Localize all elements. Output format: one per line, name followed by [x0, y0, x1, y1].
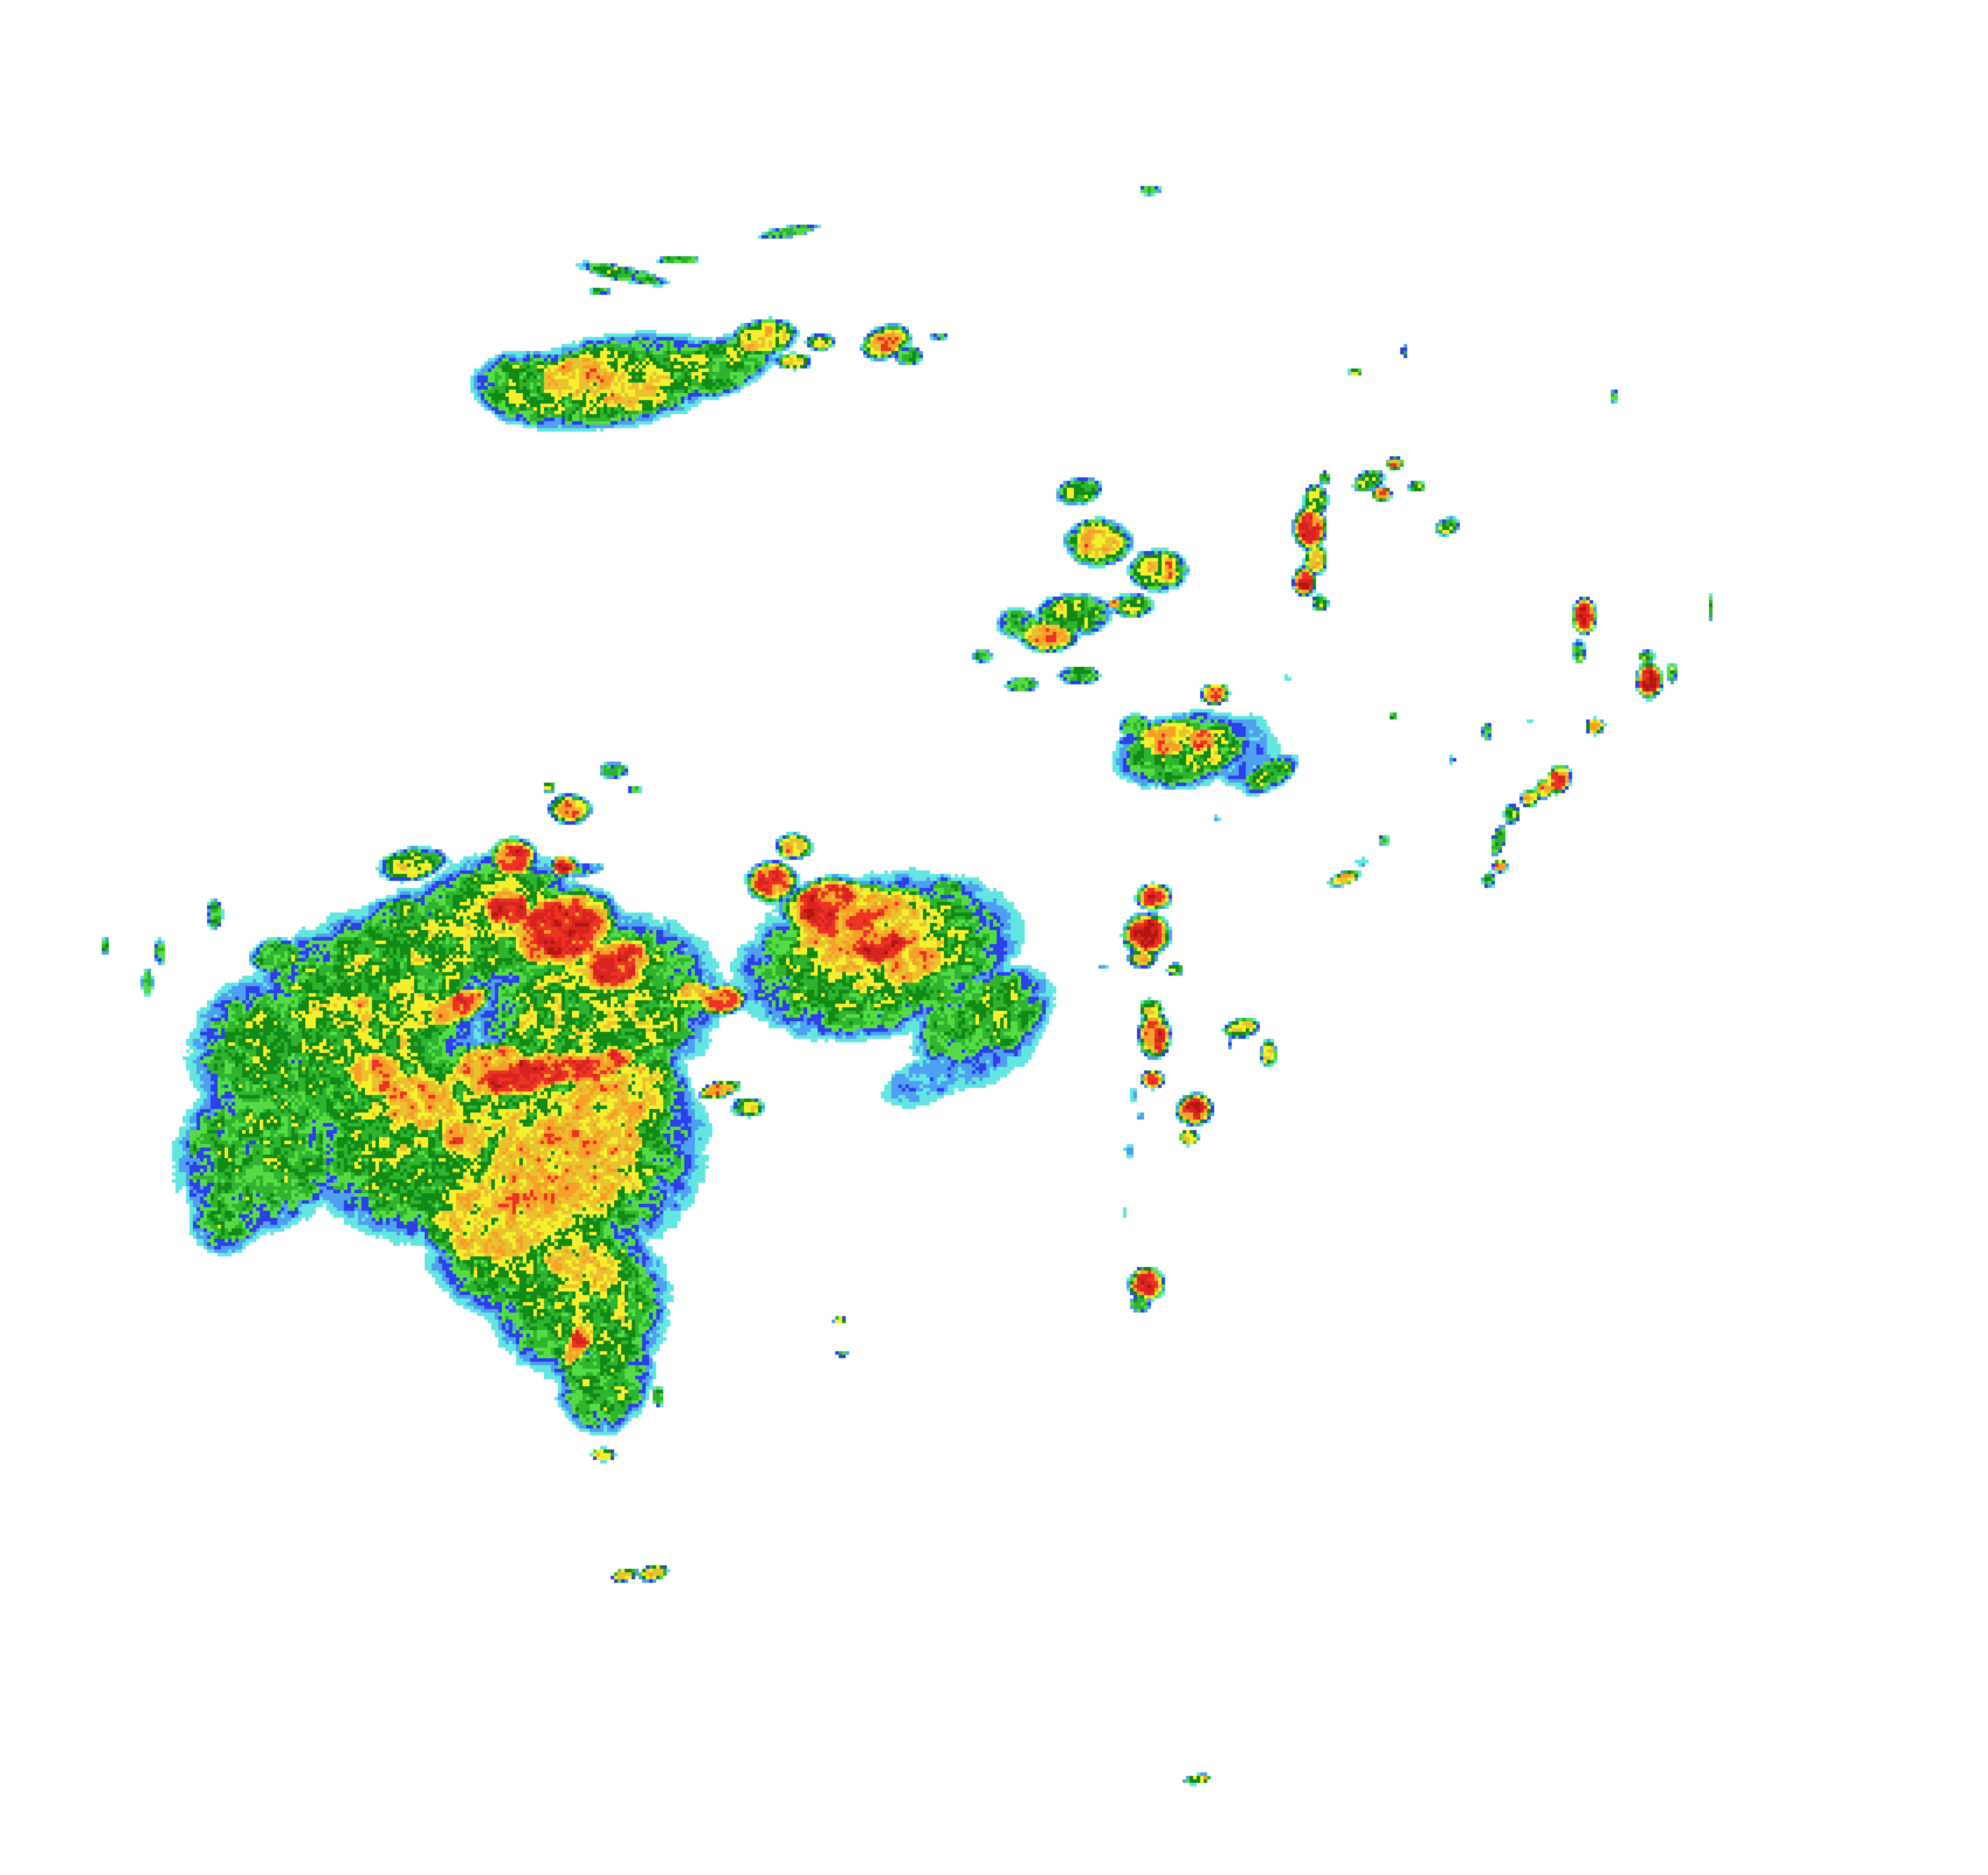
radar-map	[0, 0, 1988, 1875]
radar-reflectivity-canvas	[0, 0, 1988, 1875]
